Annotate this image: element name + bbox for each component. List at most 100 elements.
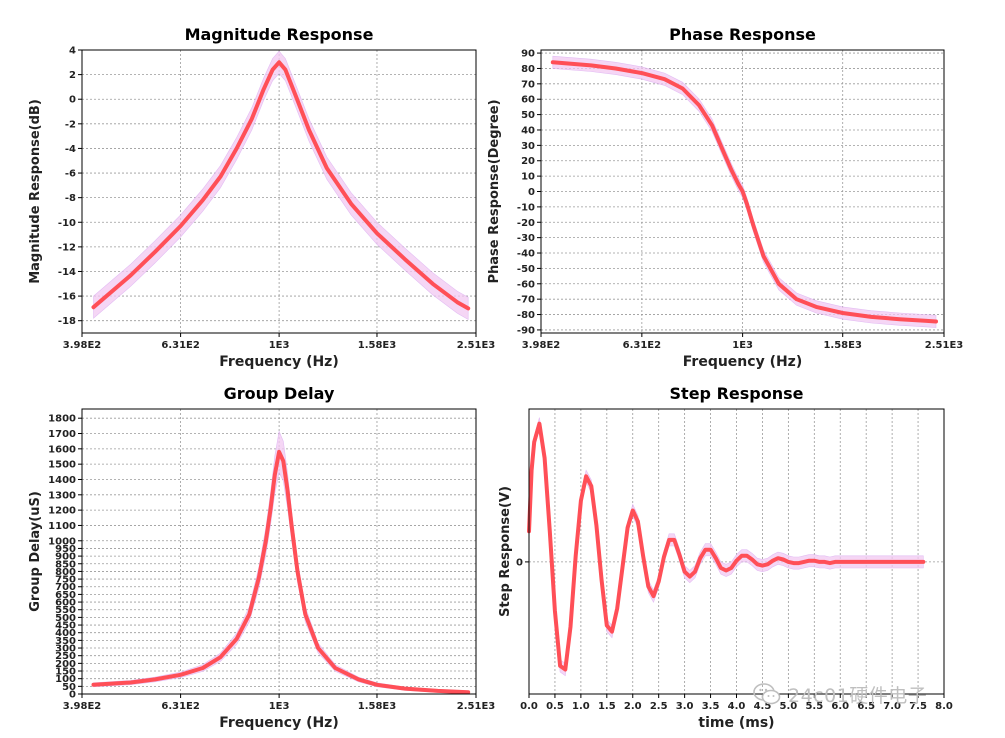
group-delay-y-axis-label: Group Delay(uS)	[28, 491, 43, 612]
magnitude-y-tick-label: -10	[58, 218, 76, 229]
step-x-tick-label: 1.0	[572, 701, 590, 712]
group-delay-y-tick-label: 750	[55, 575, 76, 586]
phase-title: Phase Response	[669, 25, 816, 44]
magnitude-y-axis-label: Magnitude Response(dB)	[28, 99, 43, 284]
step-x-tick-label: 6.5	[857, 701, 875, 712]
step-x-tick-label: 2.5	[650, 701, 668, 712]
group-delay-x-tick-label: 2.51E3	[457, 701, 496, 712]
group-delay-y-tick-label: 50	[62, 682, 76, 693]
phase-y-tick-label: -90	[517, 325, 535, 336]
group-delay-y-tick-label: 950	[55, 544, 76, 555]
magnitude-x-tick-label: 6.31E2	[161, 340, 200, 351]
phase-y-tick-label: 30	[521, 141, 535, 152]
group-delay-y-tick-label: 1100	[48, 521, 76, 532]
group-delay-series-line	[91, 449, 471, 695]
phase-y-tick-label: -70	[517, 295, 535, 306]
group-delay-title: Group Delay	[224, 384, 335, 403]
group-delay-y-tick-label: 1800	[48, 414, 76, 425]
phase-y-tick-label: -60	[517, 279, 535, 290]
group-delay-y-tick-label: 550	[55, 605, 76, 616]
group-delay-x-tick-label: 6.31E2	[161, 701, 200, 712]
phase-y-tick-label: 60	[521, 95, 535, 106]
step-x-tick-label: 3.5	[702, 701, 720, 712]
magnitude-y-tick-label: 2	[69, 70, 76, 81]
step-x-tick-label: 5.5	[805, 701, 823, 712]
group-delay-y-tick-label: 850	[55, 559, 76, 570]
magnitude-y-tick-label: -14	[58, 267, 76, 278]
phase-chart: 3.98E2 6.31E2 1E3 1.58E3 2.51E3 90 80 70 60 50 40 3…	[487, 25, 963, 370]
magnitude-chart: 3.98E2 6.31E2 1E3 1.58E3 2.51E3 4 2 0 -2 -4 -6 -8 -1…	[28, 25, 495, 370]
step-x-tick-label: 4.5	[754, 701, 772, 712]
step-x-tick-label: 0.5	[546, 701, 564, 712]
phase-series-line	[550, 60, 938, 324]
group-delay-y-tick-label: 800	[55, 567, 76, 578]
group-delay-y-tick-label: 1300	[48, 490, 76, 501]
magnitude-y-tick-label: -16	[58, 292, 76, 303]
magnitude-y-tick-label: 0	[69, 95, 76, 106]
phase-x-tick-label: 2.51E3	[925, 340, 964, 351]
step-x-tick-label: 8.0	[935, 701, 953, 712]
phase-y-tick-label: 20	[521, 156, 535, 167]
step-x-tick-label: 3.0	[676, 701, 694, 712]
group-delay-y-tick-label: 1200	[48, 506, 76, 517]
phase-y-tick-label: 0	[528, 187, 535, 198]
step-confidence-band	[528, 417, 924, 677]
step-x-tick-label: 7.5	[909, 701, 927, 712]
magnitude-y-tick-label: 4	[69, 46, 76, 57]
group-delay-chart: 3.98E2 6.31E2 1E3 1.58E3 2.51E3 0501001502002…	[28, 384, 495, 731]
magnitude-x-tick-label: 3.98E2	[63, 340, 102, 351]
group-delay-y-tick-label: 250	[55, 651, 76, 662]
step-x-tick-label: 7.0	[883, 701, 901, 712]
magnitude-x-tick-label: 2.51E3	[457, 340, 496, 351]
group-delay-y-tick-label: 600	[55, 598, 76, 609]
group-delay-y-tick-label: 350	[55, 636, 76, 647]
phase-x-tick-label: 1E3	[732, 340, 753, 351]
group-delay-y-tick-label: 1400	[48, 475, 76, 486]
group-delay-x-tick-label: 3.98E2	[63, 701, 102, 712]
wechat-icon	[753, 683, 781, 705]
group-delay-y-tick-label: 700	[55, 582, 76, 593]
step-plot-frame	[528, 408, 945, 695]
phase-y-tick-label: -30	[517, 233, 535, 244]
step-x-tick-label: 2.0	[624, 701, 642, 712]
group-delay-confidence-band	[93, 430, 469, 694]
phase-y-tick-label: -80	[517, 310, 535, 321]
magnitude-title: Magnitude Response	[185, 25, 374, 44]
group-delay-y-tick-label: 1700	[48, 429, 76, 440]
phase-x-tick-label: 6.31E2	[623, 340, 662, 351]
step-chart: 0.0 0.5 1.0 1.5 2.0 2.5 3.0 3.5 4.0 4.5 5.0 5.5 6.0 6…	[498, 384, 953, 731]
watermark-text: 24c01硬件电子	[788, 684, 928, 707]
phase-y-tick-label: 70	[521, 79, 535, 90]
group-delay-x-tick-label: 1E3	[269, 701, 290, 712]
step-x-tick-label: 6.0	[831, 701, 849, 712]
group-delay-y-tick-label: 650	[55, 590, 76, 601]
phase-y-tick-label: 90	[521, 49, 535, 60]
magnitude-series-line	[91, 60, 471, 311]
step-series-line	[527, 421, 926, 672]
step-x-tick-label: 4.0	[728, 701, 746, 712]
step-x-tick-label: 0.0	[520, 701, 538, 712]
magnitude-y-tick-label: -8	[65, 193, 76, 204]
group-delay-y-tick-label: 500	[55, 613, 76, 624]
phase-x-tick-label: 3.98E2	[522, 340, 561, 351]
step-y-tick-label: 0	[516, 557, 523, 568]
magnitude-x-axis-label: Frequency (Hz)	[219, 354, 338, 370]
phase-x-tick-label: 1.58E3	[823, 340, 862, 351]
magnitude-x-tick-label: 1.58E3	[358, 340, 397, 351]
watermark: 24c01硬件电子	[752, 679, 927, 709]
phase-x-axis-label: Frequency (Hz)	[683, 354, 802, 370]
group-delay-x-tick-label: 1.58E3	[358, 701, 397, 712]
step-title: Step Response	[670, 384, 804, 403]
group-delay-y-tick-label: 1500	[48, 460, 76, 471]
group-delay-x-axis-label: Frequency (Hz)	[219, 715, 338, 731]
magnitude-y-tick-label: -4	[65, 144, 76, 155]
step-y-axis-label: Step Response(V)	[498, 486, 513, 617]
phase-y-tick-label: -50	[517, 264, 535, 275]
phase-y-axis-label: Phase Response(Degree)	[487, 99, 502, 283]
phase-y-tick-label: 50	[521, 110, 535, 121]
group-delay-y-tick-label: 400	[55, 628, 76, 639]
group-delay-y-tick-label: 300	[55, 644, 76, 655]
group-delay-y-tick-label: 150	[55, 667, 76, 678]
step-x-tick-label: 1.5	[598, 701, 616, 712]
phase-y-tick-label: 80	[521, 64, 535, 75]
